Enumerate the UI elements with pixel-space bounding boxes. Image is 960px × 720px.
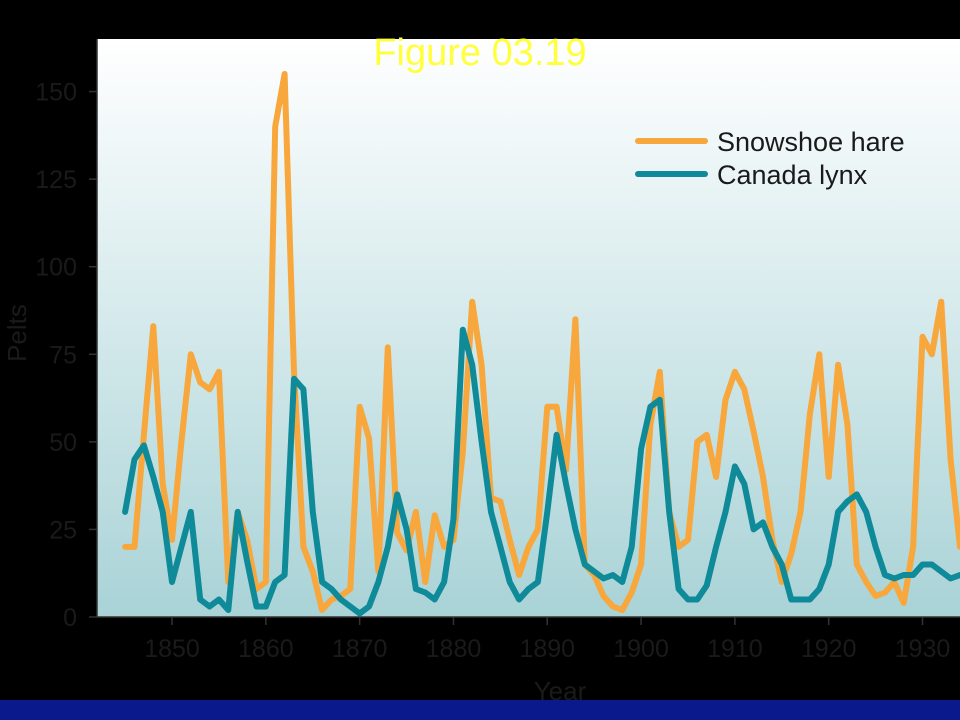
x-ticks: 1850 1860 1870 1880 1890 1900 1910 1920 1930 (144, 617, 950, 663)
y-tick-label: 150 (35, 79, 77, 107)
y-tick-label: 0 (63, 604, 77, 632)
x-tick-label: 1920 (801, 635, 857, 663)
x-tick-label: 1910 (707, 635, 763, 663)
x-tick-label: 1890 (519, 635, 575, 663)
y-axis-label: Pelts (2, 304, 32, 362)
series-line-snowshoe-hare (122, 71, 960, 613)
y-tick-label: 50 (49, 429, 77, 457)
x-tick-label: 1860 (238, 635, 294, 663)
figure-title: Figure 03.19 (373, 32, 587, 74)
y-tick-label: 75 (49, 341, 77, 369)
x-tick-label: 1870 (332, 635, 388, 663)
legend-label-canada-lynx: Canada lynx (717, 160, 868, 190)
copyright-notice: Copyright © The McGraw-Hill Companies, I… (187, 20, 773, 35)
y-tick-label: 25 (49, 516, 77, 544)
legend: Snowshoe hare Canada lynx (635, 127, 905, 190)
y-tick-label: 125 (35, 166, 77, 194)
legend-label-snowshoe-hare: Snowshoe hare (717, 127, 905, 157)
x-tick-label: 1880 (426, 635, 482, 663)
bottom-bar (0, 700, 960, 720)
x-tick-label: 1850 (144, 635, 200, 663)
x-tick-label: 1900 (613, 635, 669, 663)
series-layer (122, 71, 960, 617)
y-ticks: 0 25 50 75 100 125 150 (35, 79, 97, 632)
series-line-canada-lynx (122, 326, 960, 617)
y-tick-label: 100 (35, 254, 77, 282)
axes: 0 25 50 75 100 125 150 1850 1860 1870 1880 1890 190… (35, 39, 960, 663)
x-tick-label: 1930 (895, 635, 951, 663)
